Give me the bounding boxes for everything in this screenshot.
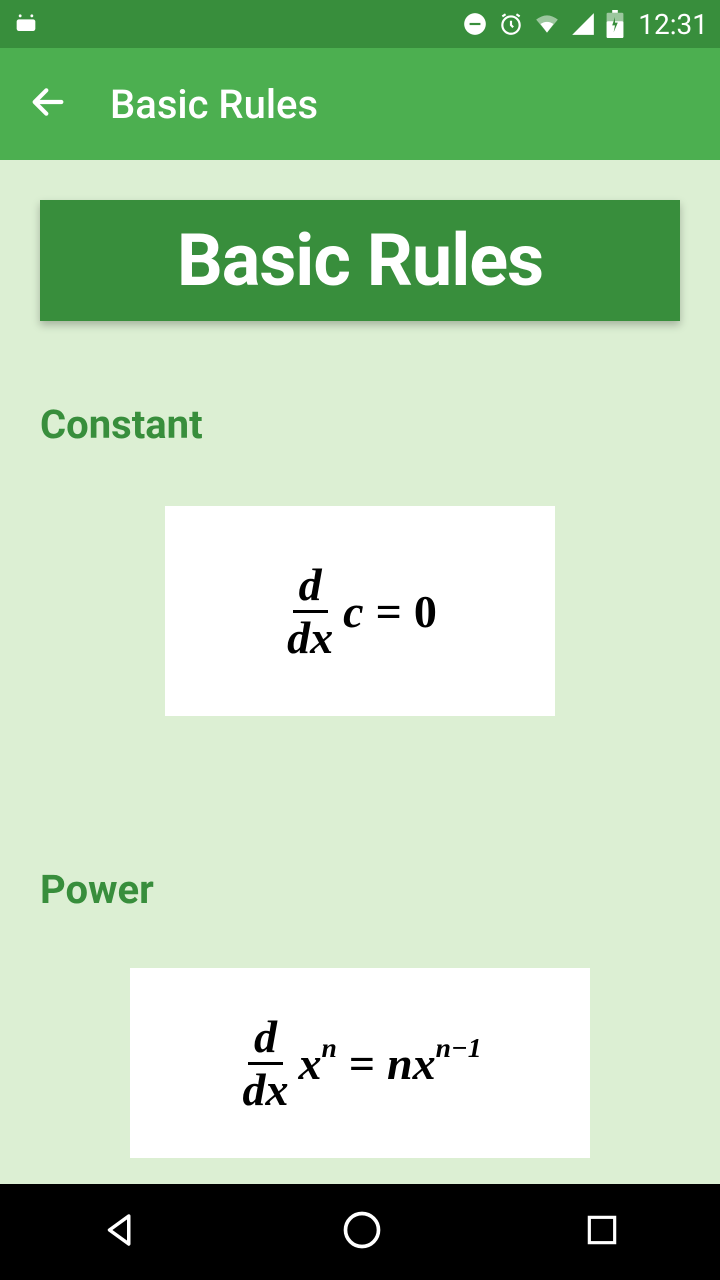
fraction-numerator: d: [293, 562, 328, 613]
section-title: Constant: [40, 401, 680, 448]
app-bar: Basic Rules: [0, 48, 720, 160]
status-left-icons: [12, 10, 40, 38]
page-banner: Basic Rules: [40, 200, 680, 321]
cellular-icon: [570, 11, 596, 37]
nav-home-icon[interactable]: [340, 1208, 384, 1256]
fraction: d dx: [238, 1014, 292, 1113]
wifi-icon: [534, 11, 560, 37]
lhs-exp: n: [321, 1032, 336, 1063]
nav-back-icon[interactable]: [99, 1209, 141, 1255]
section-constant: Constant d dx c = 0: [40, 401, 680, 716]
formula-constant: d dx c = 0: [165, 506, 555, 716]
fraction: d dx: [283, 562, 337, 661]
app-bar-title: Basic Rules: [110, 81, 318, 128]
lhs-base: x: [298, 1038, 321, 1089]
formula-lhs: xn: [298, 1037, 336, 1090]
status-bar: 12:31: [0, 0, 720, 48]
section-title: Power: [40, 866, 680, 913]
rhs-exp: n−1: [436, 1032, 482, 1063]
dnd-icon: [462, 11, 488, 37]
rhs-base: x: [413, 1038, 436, 1089]
section-power: Power d dx xn = nxn−1: [40, 866, 680, 1158]
equals-sign: =: [376, 585, 402, 638]
rhs-coef: n: [387, 1038, 413, 1089]
back-arrow-icon[interactable]: [28, 82, 68, 126]
equals-sign: =: [349, 1037, 375, 1090]
alarm-icon: [498, 11, 524, 37]
battery-icon: [606, 10, 624, 38]
formula-rhs: nxn−1: [387, 1037, 481, 1090]
fraction-denominator: dx: [283, 613, 337, 661]
formula-rhs: 0: [414, 585, 437, 638]
content-area: Basic Rules Constant d dx c = 0 Power d …: [0, 160, 720, 1158]
status-time: 12:31: [638, 8, 708, 41]
formula-power: d dx xn = nxn−1: [130, 968, 590, 1158]
formula-lhs: c: [343, 585, 363, 638]
nav-recent-icon[interactable]: [583, 1211, 621, 1253]
android-icon: [12, 10, 40, 38]
fraction-numerator: d: [248, 1014, 283, 1065]
status-right-icons: 12:31: [462, 8, 708, 41]
fraction-denominator: dx: [238, 1065, 292, 1113]
android-nav-bar: [0, 1184, 720, 1280]
